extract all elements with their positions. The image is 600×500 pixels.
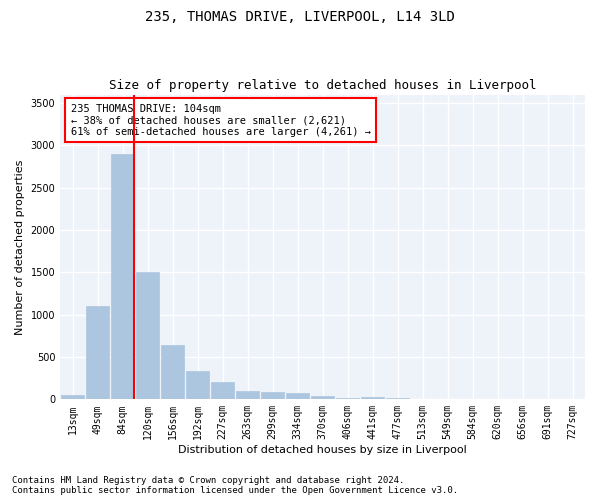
Bar [361,397,384,400]
Bar [211,382,234,400]
Text: 235, THOMAS DRIVE, LIVERPOOL, L14 3LD: 235, THOMAS DRIVE, LIVERPOOL, L14 3LD [145,10,455,24]
Bar [161,345,184,400]
Bar [112,154,134,400]
Bar [61,395,84,400]
Bar [86,306,109,400]
Bar [311,396,334,400]
Y-axis label: Number of detached properties: Number of detached properties [15,160,25,334]
Bar [286,394,309,400]
Bar [262,392,284,400]
Bar [337,398,359,400]
Text: Contains HM Land Registry data © Crown copyright and database right 2024.
Contai: Contains HM Land Registry data © Crown c… [12,476,458,495]
Bar [187,372,209,400]
Title: Size of property relative to detached houses in Liverpool: Size of property relative to detached ho… [109,79,536,92]
Bar [236,391,259,400]
Bar [386,398,409,400]
Bar [136,272,159,400]
X-axis label: Distribution of detached houses by size in Liverpool: Distribution of detached houses by size … [178,445,467,455]
Text: 235 THOMAS DRIVE: 104sqm
← 38% of detached houses are smaller (2,621)
61% of sem: 235 THOMAS DRIVE: 104sqm ← 38% of detach… [71,104,371,137]
